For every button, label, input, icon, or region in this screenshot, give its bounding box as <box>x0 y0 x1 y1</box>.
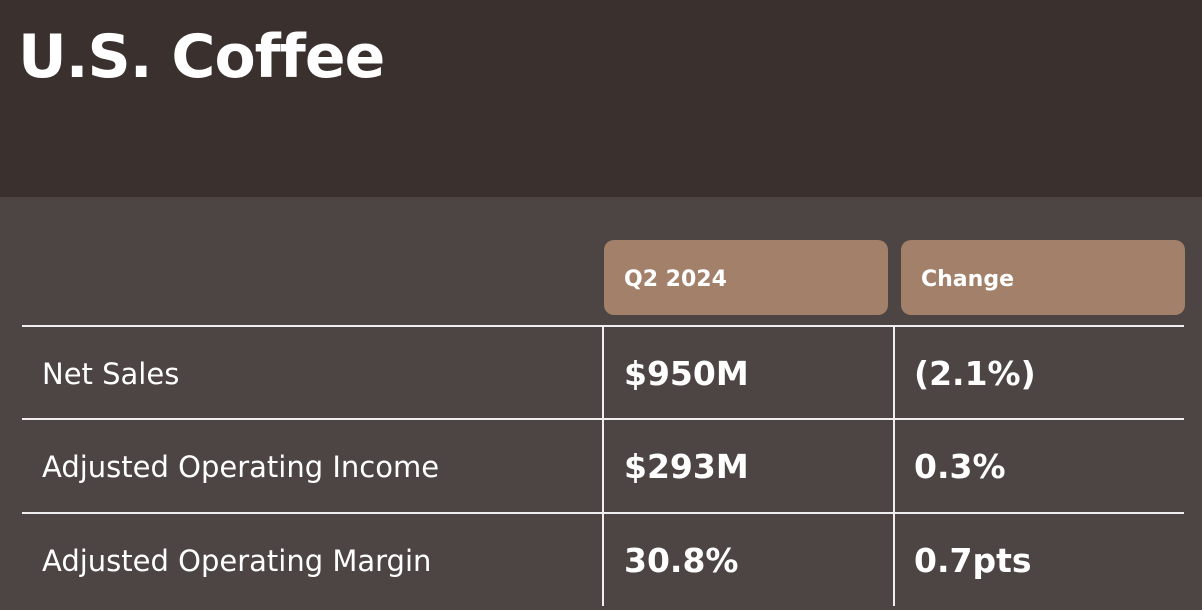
row-change: 0.7pts <box>914 541 1032 580</box>
header: U.S. Coffee <box>0 0 1202 197</box>
row-change: 0.3% <box>914 447 1006 486</box>
row-label: Adjusted Operating Income <box>42 449 440 484</box>
column-divider <box>893 326 895 606</box>
page-title: U.S. Coffee <box>18 22 385 92</box>
row-value: $950M <box>624 354 749 393</box>
row-change: (2.1%) <box>914 354 1036 393</box>
column-divider <box>602 326 604 606</box>
row-value: $293M <box>624 447 749 486</box>
column-header-change: Change <box>901 240 1185 315</box>
column-header-q2-2024: Q2 2024 <box>604 240 888 315</box>
row-value: 30.8% <box>624 541 739 580</box>
row-label: Adjusted Operating Margin <box>42 543 432 578</box>
row-label: Net Sales <box>42 356 180 391</box>
